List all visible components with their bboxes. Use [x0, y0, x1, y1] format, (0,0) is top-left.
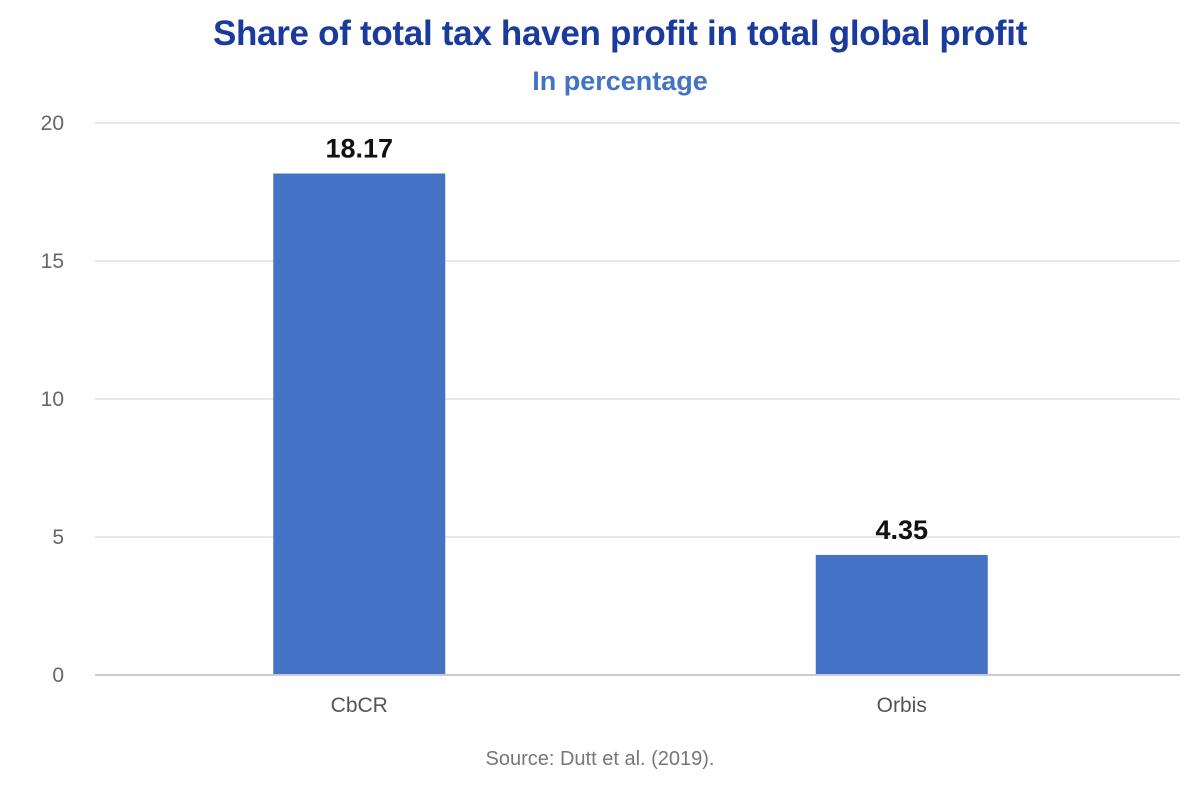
- y-tick-label: 5: [52, 526, 64, 549]
- bars: [273, 173, 988, 675]
- y-tick-label: 0: [52, 664, 64, 687]
- data-labels: 18.17 4.35: [325, 134, 928, 545]
- x-category-label: CbCR: [331, 694, 388, 717]
- data-label: 18.17: [325, 134, 393, 164]
- y-axis-ticks: 0 5 10 15 20: [41, 112, 64, 687]
- bar-orbis: [815, 554, 988, 675]
- chart-title: Share of total tax haven profit in total…: [212, 14, 1028, 53]
- gridlines: [95, 122, 1180, 538]
- chart-subtitle: In percentage: [532, 66, 708, 96]
- data-label: 4.35: [875, 515, 928, 545]
- y-tick-label: 10: [41, 388, 64, 411]
- bar-cbcr: [273, 173, 446, 675]
- y-tick-label: 15: [41, 250, 64, 273]
- x-axis-categories: CbCR Orbis: [331, 694, 927, 717]
- x-category-label: Orbis: [877, 694, 927, 717]
- y-tick-label: 20: [41, 112, 64, 135]
- source-note: Source: Dutt et al. (2019).: [485, 748, 715, 770]
